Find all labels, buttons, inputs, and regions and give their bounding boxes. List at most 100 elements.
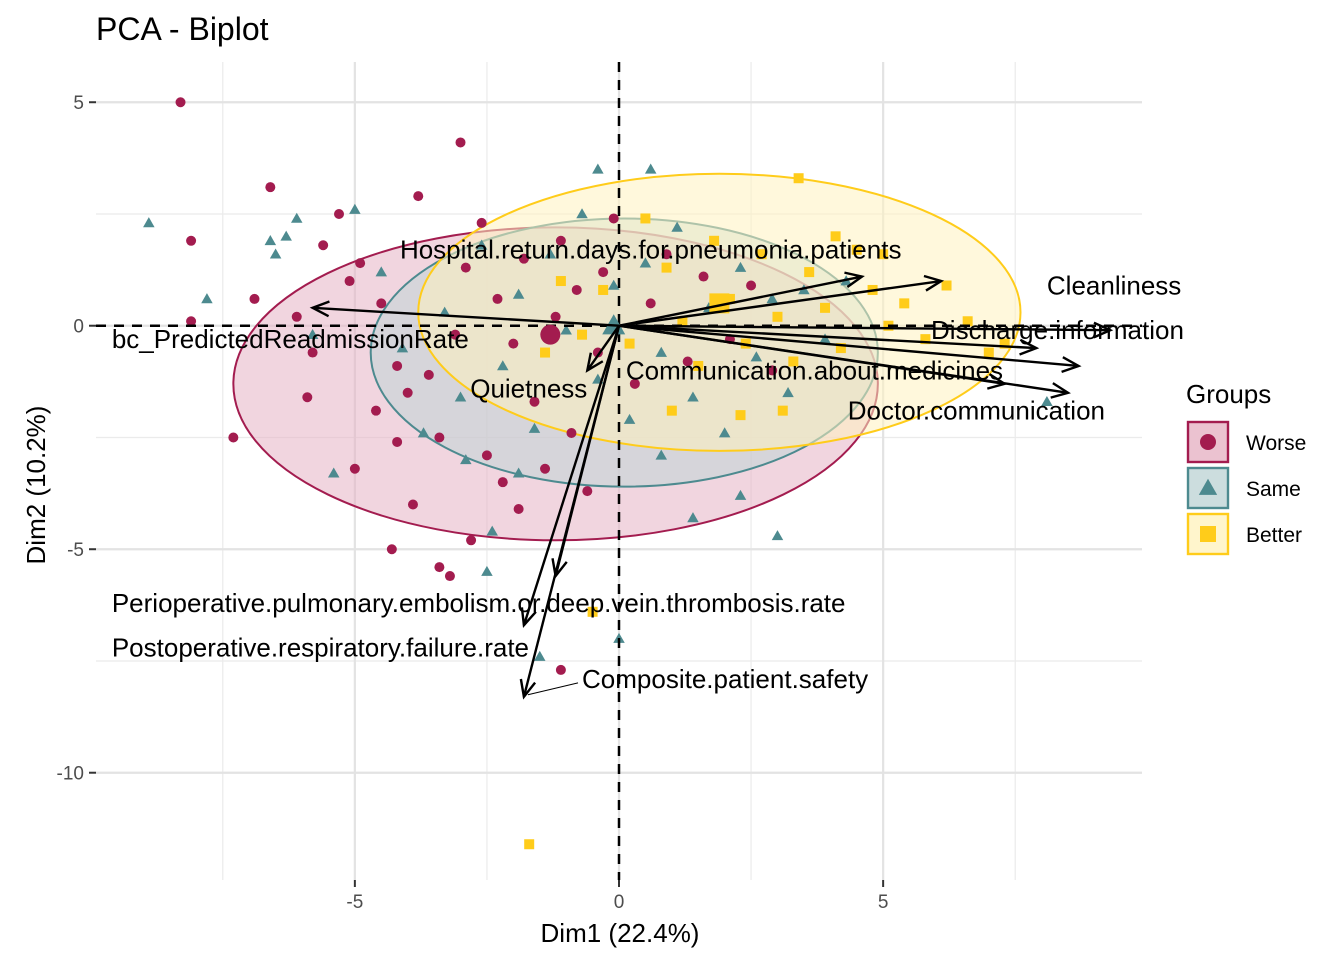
point-better <box>587 606 598 617</box>
point-same <box>512 288 525 299</box>
point-same <box>475 239 488 250</box>
data-points <box>143 97 1053 850</box>
point-better <box>577 329 588 340</box>
point-worse <box>629 378 640 389</box>
point-worse <box>555 664 566 675</box>
point-worse <box>608 213 619 224</box>
legend-symbol-same <box>1198 478 1218 495</box>
point-better <box>983 347 994 358</box>
point-better <box>524 839 535 850</box>
point-same <box>486 525 498 536</box>
loading-arrows <box>309 271 1114 700</box>
loading-arrowhead <box>519 678 537 700</box>
loading-label: Discharge.information <box>931 315 1184 345</box>
point-better <box>624 338 635 349</box>
point-better <box>920 334 931 345</box>
point-same <box>750 351 763 362</box>
loading-arrow <box>522 325 621 698</box>
loading-label: Quietness <box>470 373 587 403</box>
point-worse <box>513 503 524 514</box>
point-worse <box>746 280 757 291</box>
point-same <box>819 333 831 344</box>
point-worse <box>407 499 418 510</box>
point-same <box>497 360 509 371</box>
point-worse <box>434 432 445 443</box>
legend-label-better: Better <box>1246 524 1302 547</box>
point-same <box>201 293 213 304</box>
point-worse <box>767 365 778 376</box>
loading-label-connector <box>527 682 579 696</box>
loading-arrowhead <box>1050 382 1071 399</box>
loading-label: Composite.patient.safety <box>582 664 868 694</box>
loading-arrow <box>618 324 1079 368</box>
centroid-worse <box>540 324 561 345</box>
point-worse <box>555 235 566 246</box>
point-same <box>280 230 292 241</box>
point-same <box>290 212 303 223</box>
point-worse <box>492 293 503 304</box>
point-better <box>962 316 973 327</box>
point-better <box>709 235 720 246</box>
point-worse <box>481 450 492 461</box>
loading-label: Doctor.communication <box>848 396 1105 426</box>
point-same <box>655 346 668 357</box>
legend-symbol-better <box>1200 526 1216 542</box>
centroid-better <box>709 293 730 314</box>
point-better <box>735 410 746 421</box>
point-same <box>396 342 409 353</box>
axes: -5 0 5 5 0 -5 -10 <box>57 93 889 913</box>
point-worse <box>566 428 577 439</box>
legend-label-same: Same <box>1246 478 1301 501</box>
point-worse <box>186 316 197 327</box>
point-worse <box>571 284 582 295</box>
point-same <box>687 512 699 523</box>
point-worse <box>376 298 387 309</box>
point-same <box>782 387 794 398</box>
point-same <box>264 235 277 246</box>
loading-arrow <box>522 325 621 626</box>
point-worse <box>392 436 403 447</box>
loading-arrow <box>312 306 620 327</box>
point-better <box>772 311 783 322</box>
point-same <box>544 248 557 259</box>
legend: Groups Worse Same Better <box>1186 379 1306 556</box>
point-better <box>661 262 672 273</box>
point-better <box>677 316 688 327</box>
point-worse <box>291 311 302 322</box>
point-worse <box>355 258 366 269</box>
point-worse <box>598 267 609 278</box>
point-worse <box>508 338 519 349</box>
point-worse <box>334 208 345 219</box>
point-better <box>793 173 804 184</box>
y-axis-title: Dim2 (10.2%) <box>21 406 51 565</box>
loading-arrow <box>618 275 863 327</box>
loading-arrowhead <box>309 300 330 318</box>
point-better <box>941 280 952 291</box>
loading-arrowhead <box>1061 356 1082 373</box>
point-worse <box>249 293 260 304</box>
point-better <box>999 338 1010 349</box>
point-worse <box>423 369 434 380</box>
loading-label: Perioperative.pulmonary.embolism.or.deep… <box>112 588 846 618</box>
loading-label: Communication.about.medicines <box>626 355 1003 385</box>
loading-arrow <box>618 324 1069 394</box>
point-worse <box>302 392 313 403</box>
point-better <box>777 405 788 416</box>
point-worse <box>413 191 424 202</box>
point-same <box>1041 395 1053 407</box>
point-better <box>666 405 677 416</box>
point-better <box>899 298 910 309</box>
point-same <box>528 422 541 433</box>
x-axis-title: Dim1 (22.4%) <box>541 918 700 948</box>
point-same <box>438 306 451 317</box>
loading-label: Cleanliness <box>1047 270 1181 300</box>
point-same <box>687 391 699 402</box>
y-tick-label: 5 <box>73 93 84 114</box>
loading-arrowhead <box>520 607 537 629</box>
point-same <box>454 391 467 402</box>
point-worse <box>434 562 445 573</box>
loading-arrow <box>618 279 942 327</box>
point-worse <box>460 262 471 273</box>
point-same <box>560 324 572 335</box>
